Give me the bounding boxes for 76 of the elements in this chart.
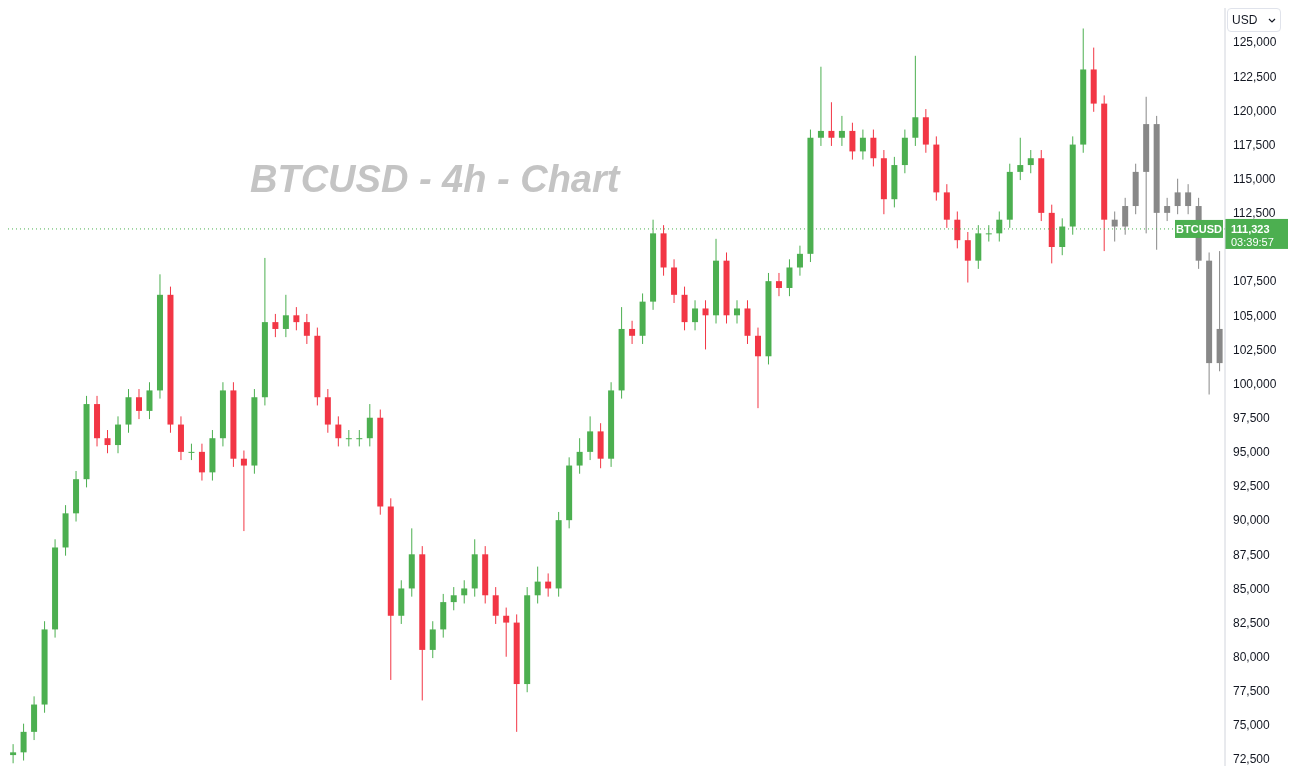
candlestick bbox=[912, 55, 919, 147]
candlestick bbox=[786, 258, 793, 297]
y-tick-label: 105,000 bbox=[1233, 308, 1277, 323]
candlestick bbox=[492, 586, 499, 625]
candlestick bbox=[136, 388, 142, 420]
text: BTCUSD - 4h - Chart bbox=[250, 158, 620, 201]
candlestick bbox=[849, 122, 856, 161]
candlestick bbox=[461, 579, 468, 604]
y-tick-label: 92,500 bbox=[1233, 479, 1271, 494]
y-tick-label: 75,000 bbox=[1233, 718, 1271, 733]
candlestick bbox=[1174, 178, 1181, 215]
candlestick bbox=[10, 743, 17, 764]
y-tick-label: 112,500 bbox=[1233, 206, 1276, 221]
candlestick bbox=[366, 403, 373, 447]
candlestick bbox=[576, 437, 583, 475]
y-tick-label: 85,000 bbox=[1233, 581, 1271, 596]
candlestick bbox=[115, 415, 122, 454]
candlestick bbox=[345, 429, 352, 447]
candlestick bbox=[356, 429, 363, 447]
candlestick bbox=[964, 231, 971, 284]
candlestick bbox=[293, 306, 300, 331]
candlestick bbox=[838, 115, 845, 147]
candlestick bbox=[146, 381, 153, 420]
y-tick-label: 77,500 bbox=[1233, 684, 1271, 699]
candlestick bbox=[335, 415, 342, 447]
y-tick-label: 117,500 bbox=[1233, 137, 1276, 152]
candlestick bbox=[429, 620, 436, 659]
y-tick-label: 122,500 bbox=[1233, 69, 1277, 84]
candlestick bbox=[859, 129, 866, 161]
candlestick bbox=[828, 101, 835, 147]
y-tick-label: 125,000 bbox=[1233, 35, 1277, 50]
y-tick-label: 102,500 bbox=[1233, 342, 1277, 357]
candlestick bbox=[1017, 137, 1024, 181]
candlestick bbox=[188, 443, 195, 461]
candlestick bbox=[1185, 183, 1192, 215]
y-tick-label: 82,500 bbox=[1233, 615, 1271, 630]
candlestick bbox=[629, 320, 636, 345]
candlestick bbox=[775, 272, 782, 297]
candlestick bbox=[303, 313, 310, 345]
candlestick bbox=[754, 327, 761, 409]
candlestick bbox=[870, 129, 877, 167]
y-tick-label: 87,500 bbox=[1233, 547, 1271, 562]
candlestick bbox=[198, 443, 205, 482]
candlestick bbox=[734, 299, 740, 324]
y-tick-label: 100,000 bbox=[1233, 376, 1277, 391]
candlestick bbox=[702, 299, 709, 350]
candlestick bbox=[1122, 197, 1129, 236]
y-tick-label: 72,500 bbox=[1233, 752, 1271, 766]
candlestick bbox=[1111, 211, 1118, 243]
candlestick bbox=[534, 566, 541, 604]
text: 03:39:57 bbox=[1231, 235, 1274, 248]
candlestick bbox=[450, 586, 457, 611]
candlestick bbox=[587, 415, 594, 461]
candlestick bbox=[954, 211, 961, 249]
candlestick bbox=[817, 66, 824, 147]
candlestick bbox=[240, 450, 247, 532]
y-tick-label: 120,000 bbox=[1233, 103, 1277, 118]
candlestick bbox=[503, 607, 510, 658]
currency-selector: USD bbox=[1227, 8, 1281, 32]
y-tick-label: 90,000 bbox=[1233, 513, 1271, 528]
y-tick-label: 115,000 bbox=[1233, 171, 1276, 186]
candlestick bbox=[104, 429, 111, 454]
candlestick bbox=[796, 245, 803, 277]
y-tick-label: 97,500 bbox=[1233, 410, 1271, 425]
candlestick bbox=[1164, 197, 1171, 222]
text: 111,323 bbox=[1231, 222, 1270, 235]
candlestick bbox=[20, 723, 27, 762]
y-tick-label: 95,000 bbox=[1233, 445, 1271, 460]
y-axis-title: USD bbox=[1232, 13, 1258, 27]
candlestick bbox=[692, 299, 699, 331]
y-tick-label: 107,500 bbox=[1233, 274, 1277, 289]
candlestick bbox=[1027, 149, 1034, 174]
y-tick-label: 80,000 bbox=[1233, 650, 1271, 664]
candlestick bbox=[282, 294, 289, 338]
ref-line-label: BTCUSD bbox=[1176, 222, 1222, 235]
candlestick bbox=[272, 313, 279, 338]
